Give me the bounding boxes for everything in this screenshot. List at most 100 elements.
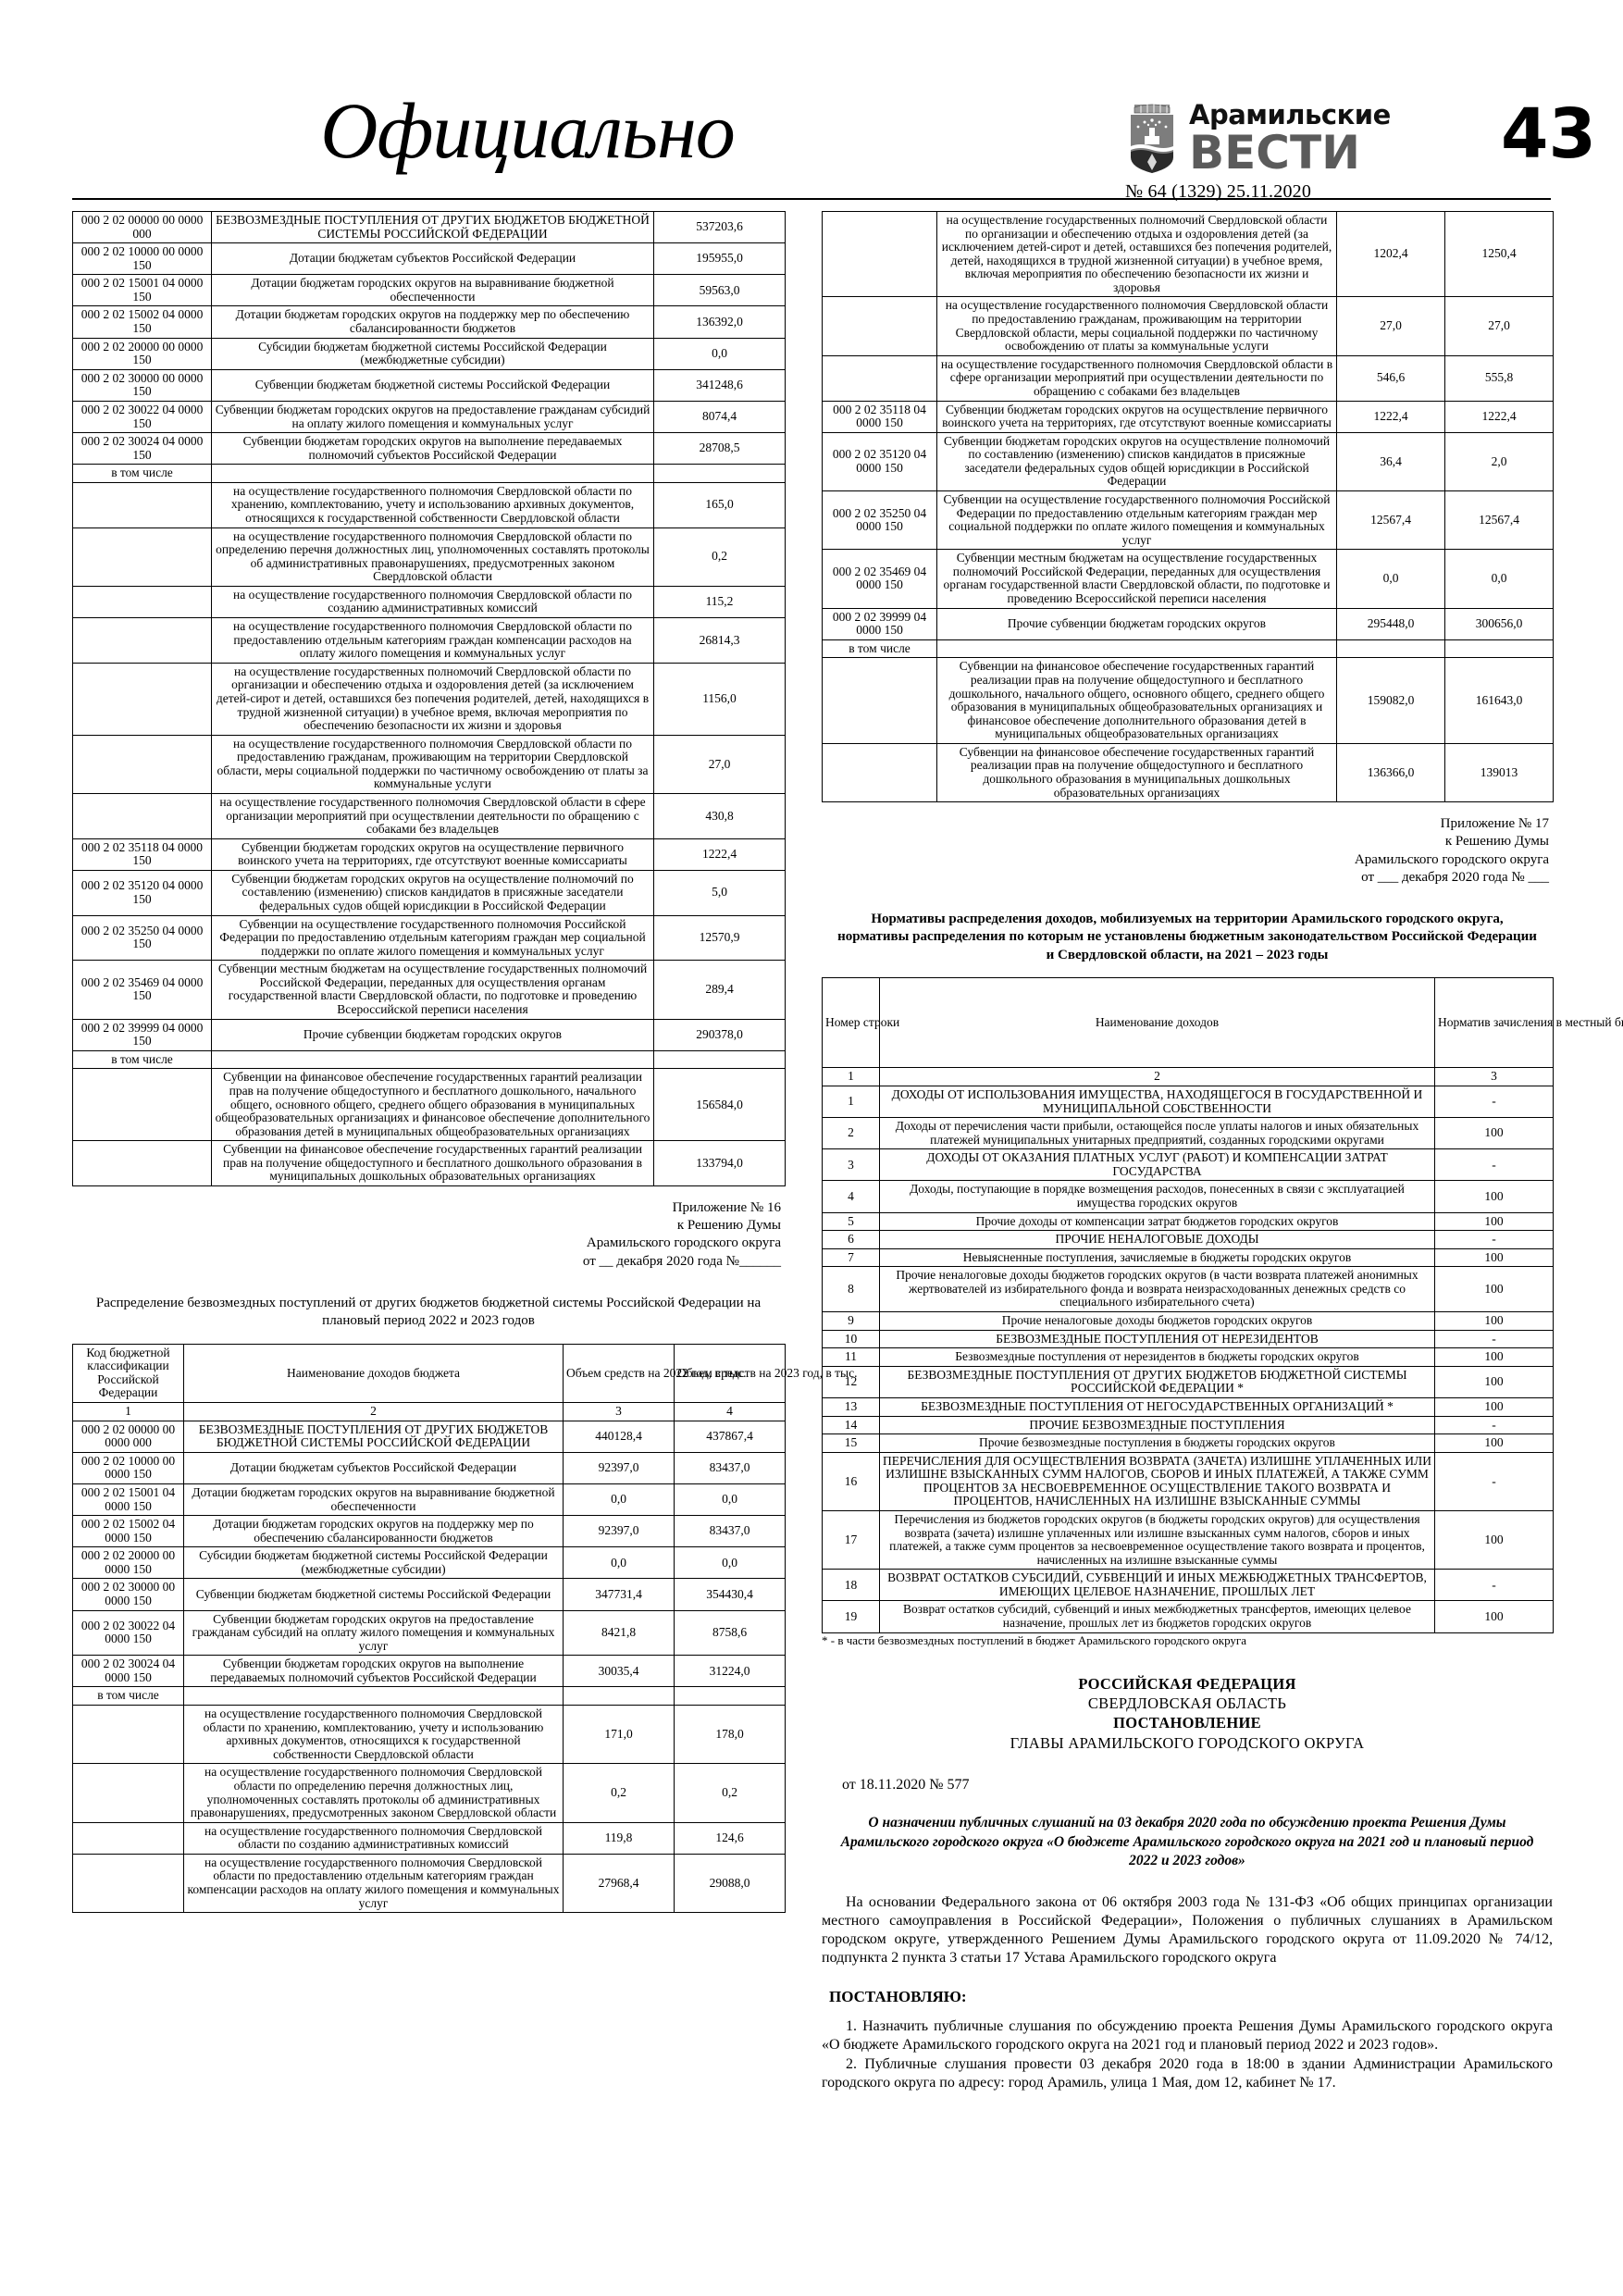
cell-name: БЕЗВОЗМЕЗДНЫЕ ПОСТУПЛЕНИЯ ОТ ДРУГИХ БЮДЖ… [183, 1420, 564, 1453]
table-row: 9 Прочие неналоговые доходы бюджетов горо… [822, 1311, 1554, 1331]
cell-code: в том числе [72, 464, 212, 483]
cell-code [822, 296, 937, 356]
cell-value-2022: 0,0 [563, 1483, 675, 1517]
cell-income-name: Доходы, поступающие в порядке возмещения… [879, 1180, 1435, 1213]
cell-name: на осуществление государственного полном… [183, 1763, 564, 1823]
table-row: 2 Доходы от перечисления части прибыли, о… [822, 1117, 1554, 1150]
cell-value: 1222,4 [653, 838, 786, 871]
table-row: Субвенции на финансовое обеспечение госу… [72, 1068, 786, 1142]
cell-code [72, 1821, 184, 1855]
cell-value-2022: 30035,4 [563, 1655, 675, 1688]
table-row: 000 2 02 30000 00 0000 150 Субвенции бюдж… [72, 368, 786, 402]
cell-code [72, 1763, 184, 1823]
cell-norm: 100 [1434, 1433, 1554, 1453]
table-row: 000 2 02 35118 04 0000 150 Субвенции бюдж… [822, 400, 1554, 433]
cell-code: 000 2 02 35250 04 0000 150 [822, 490, 937, 551]
table4-footnote: * - в части безвозмездных поступлений в … [822, 1632, 1246, 1647]
cell-value-2022: 440128,4 [563, 1420, 675, 1453]
cell-income-name: Прочие неналоговые доходы бюджетов город… [879, 1311, 1435, 1331]
decree-line3: ПОСТАНОВЛЕНИЕ [1113, 1714, 1261, 1732]
cell-norm: - [1434, 1148, 1554, 1182]
table-row: 15 Прочие безвозмездные поступления в бюд… [822, 1433, 1554, 1453]
cell-norm: 100 [1434, 1117, 1554, 1150]
cell-value-2022: 12567,4 [1336, 490, 1445, 551]
cell-income-name: Невыясненные поступления, зачисляемые в … [879, 1247, 1435, 1268]
table-row: 000 2 02 30024 04 0000 150 Субвенции бюдж… [72, 1655, 786, 1688]
cell-value-2023: 8758,6 [674, 1609, 786, 1657]
cell-row-number: 7 [822, 1247, 880, 1268]
cell-norm: - [1434, 1085, 1554, 1119]
cell-value-2022: 27968,4 [563, 1853, 675, 1914]
table-row: 14 ПРОЧИЕ БЕЗВОЗМЕЗДНЫЕ ПОСТУПЛЕНИЯ - [822, 1415, 1554, 1435]
cell-name: Субвенции бюджетам городских округов на … [211, 400, 654, 434]
table-row: 12 БЕЗВОЗМЕЗДНЫЕ ПОСТУПЛЕНИЯ ОТ ДРУГИХ БЮ… [822, 1365, 1554, 1398]
cell-value-2023: 300656,0 [1444, 607, 1554, 640]
cell-row-number: 3 [822, 1148, 880, 1182]
table-row: 000 2 02 10000 00 0000 150 Дотации бюджет… [72, 242, 786, 276]
table-row: на осуществление государственного полном… [72, 1853, 786, 1914]
cell-name: Субвенции на осуществление государственн… [211, 914, 654, 962]
cell-value-2022: 1202,4 [1336, 210, 1445, 298]
left-column: 000 2 02 00000 00 0000 000 БЕЗВОЗМЕЗДНЫЕ … [72, 210, 857, 1914]
masthead: Официально [0, 0, 1623, 202]
table-row: 11 Безвозмездные поступления от нерезиден… [822, 1347, 1554, 1367]
cell-code [822, 657, 937, 744]
cell-value-2022: 347731,4 [563, 1578, 675, 1611]
cell-value-2023: 139013 [1444, 742, 1554, 803]
cell-code [72, 1068, 212, 1142]
cell-code [72, 1853, 184, 1914]
cell-norm: - [1434, 1569, 1554, 1602]
cell-code: 000 2 02 30022 04 0000 150 [72, 400, 212, 434]
cell-name: на осуществление государственного полном… [936, 354, 1337, 402]
cell-name: Дотации бюджетам городских округов на вы… [183, 1483, 564, 1517]
cell-value-2023: 83437,0 [674, 1515, 786, 1548]
cell-value: 0,0 [653, 337, 786, 370]
cell-name: Дотации бюджетам субъектов Российской Фе… [211, 242, 654, 276]
cell-norm: 100 [1434, 1211, 1554, 1232]
cell-code: 000 2 02 35469 04 0000 150 [822, 549, 937, 609]
cell-value: 136392,0 [653, 305, 786, 339]
cell-code: 000 2 02 15001 04 0000 150 [72, 274, 212, 307]
cell-name [936, 639, 1337, 659]
cell-row-number: 2 [822, 1117, 880, 1150]
coat-of-arms-icon [1131, 104, 1173, 173]
table-row: 10 БЕЗВОЗМЕЗДНЫЕ ПОСТУПЛЕНИЯ ОТ НЕРЕЗИДЕН… [822, 1329, 1554, 1349]
table-row: 000 2 02 20000 00 0000 150 Субсидии бюдже… [72, 337, 786, 370]
cell-name [211, 1049, 654, 1070]
cell-income-name: БЕЗВОЗМЕЗДНЫЕ ПОСТУПЛЕНИЯ ОТ НЕГОСУДАРСТ… [879, 1396, 1435, 1417]
cell-name: Субвенции на финансовое обеспечение госу… [211, 1140, 654, 1186]
annex16-line1: Приложение № 16 [672, 1200, 781, 1215]
paper-logo: Арамильские ВЕСТИ [1125, 102, 1391, 176]
cell-value-2023: 31224,0 [674, 1655, 786, 1688]
cell-code [72, 527, 212, 587]
table-row: 000 2 02 30024 04 0000 150 Субвенции бюдж… [72, 432, 786, 465]
annex17-reference: Приложение № 17 к Решению Думы Арамильск… [822, 815, 1553, 887]
cell-name: БЕЗВОЗМЕЗДНЫЕ ПОСТУПЛЕНИЯ ОТ ДРУГИХ БЮДЖ… [211, 210, 654, 244]
annex16-line4: от __ декабря 2020 года №______ [582, 1253, 781, 1269]
cell-income-name: ВОЗВРАТ ОСТАТКОВ СУБСИДИЙ, СУБВЕНЦИЙ И И… [879, 1569, 1435, 1602]
cell-value-2023: 0,0 [674, 1546, 786, 1580]
decree-line4: ГЛАВЫ АРАМИЛЬСКОГО ГОРОДСКОГО ОКРУГА [1010, 1733, 1365, 1752]
cell-value: 5,0 [653, 869, 786, 916]
cell-name: на осуществление государственного полном… [183, 1853, 564, 1914]
table-header-row: Код бюджетной классификации Российской Ф… [72, 1343, 857, 1404]
cell-income-name: Прочие доходы от компенсации затрат бюдж… [879, 1211, 1435, 1232]
cell-norm: 100 [1434, 1311, 1554, 1331]
annex17-line4: от ___ декабря 2020 года № ___ [1361, 869, 1549, 885]
cell-value-2023 [674, 1686, 786, 1706]
cell-value-2023: 437867,4 [674, 1420, 786, 1453]
header-row-number: Номер строки [822, 977, 899, 1069]
table-row: 000 2 02 35250 04 0000 150 Субвенции на о… [822, 490, 1554, 551]
decree-item-1: 1. Назначить публичные слушания по обсуж… [822, 2018, 1553, 2054]
cell-norm: 100 [1434, 1365, 1554, 1398]
cell-name: на осуществление государственного полном… [211, 617, 654, 664]
cell-value: 537203,6 [653, 210, 786, 244]
cell-value-2022: 92397,0 [563, 1451, 675, 1484]
cell-income-name: Прочие неналоговые доходы бюджетов город… [879, 1266, 1435, 1313]
cell-code: 000 2 02 15002 04 0000 150 [72, 1515, 184, 1548]
table-row: 000 2 02 00000 00 0000 000 БЕЗВОЗМЕЗДНЫЕ … [72, 210, 786, 244]
cell-name: Субсидии бюджетам бюджетной системы Росс… [183, 1546, 564, 1580]
table-row: 18 ВОЗВРАТ ОСТАТКОВ СУБСИДИЙ, СУБВЕНЦИЙ И… [822, 1569, 1554, 1602]
cell-code: 000 2 02 39999 04 0000 150 [72, 1018, 212, 1051]
cell-row-number: 19 [822, 1600, 880, 1633]
